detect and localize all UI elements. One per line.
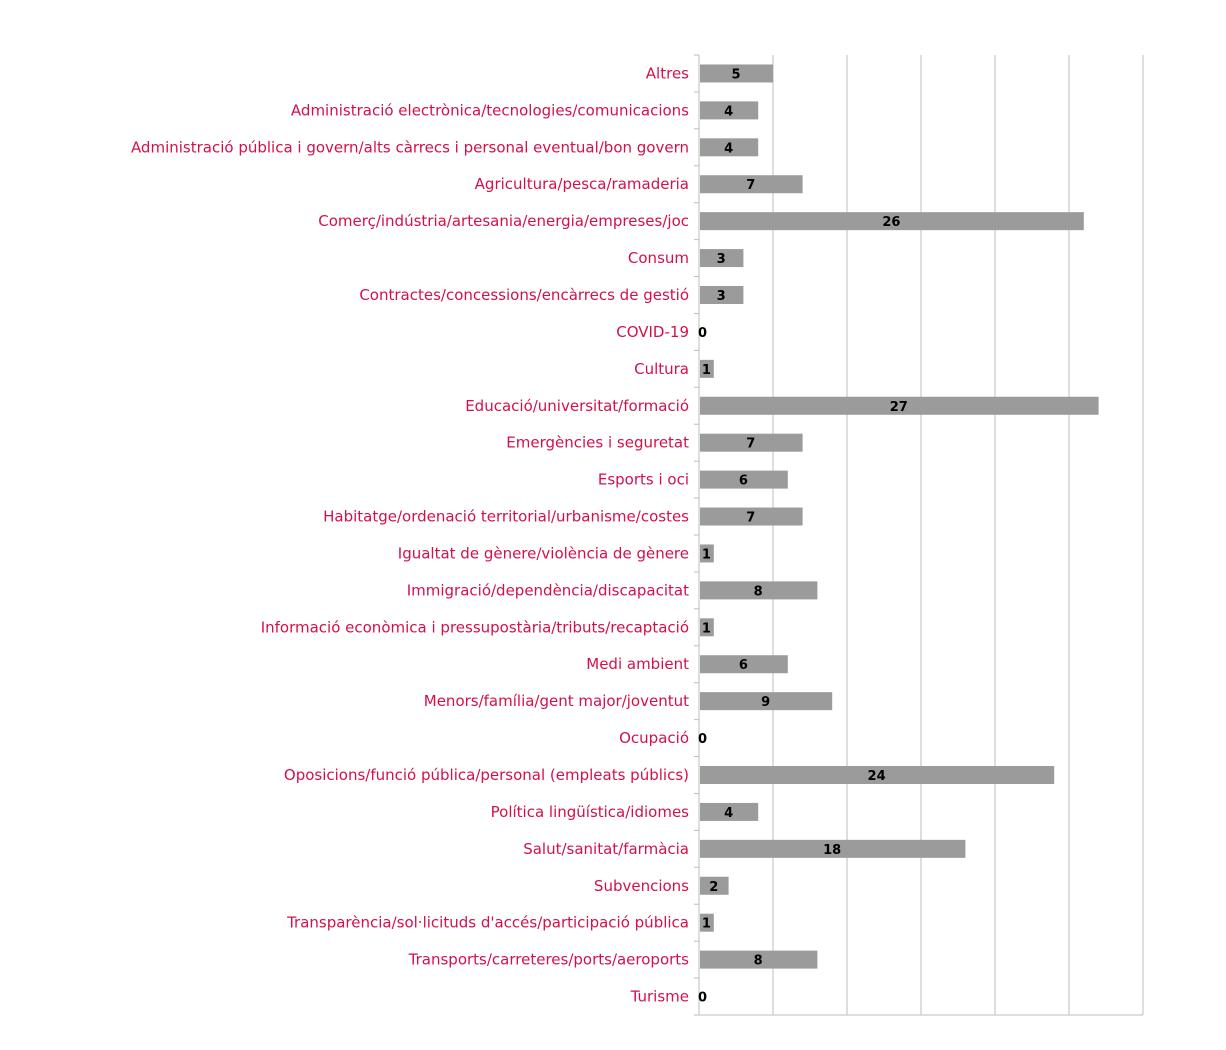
category-label: Menors/família/gent major/joventut	[424, 692, 689, 710]
value-label: 0	[698, 732, 707, 747]
value-label: 3	[717, 252, 726, 267]
bar	[700, 249, 744, 268]
bar	[700, 876, 729, 895]
bar	[700, 655, 788, 674]
category-label: Transports/carreteres/ports/aeroports	[408, 951, 690, 969]
bar	[700, 286, 744, 304]
bar	[700, 396, 1099, 415]
value-label: 4	[724, 806, 733, 821]
category-label: Consum	[628, 249, 689, 267]
value-label: 4	[724, 104, 733, 119]
category-label: Emergències i seguretat	[506, 434, 689, 452]
category-label: Administració pública i govern/alts càrr…	[131, 138, 689, 156]
category-label: Contractes/concessions/encàrrecs de gest…	[359, 286, 689, 304]
category-label: Esports i oci	[598, 471, 689, 489]
axes	[694, 54, 1143, 1016]
value-label: 9	[761, 695, 770, 710]
bar	[700, 470, 788, 489]
category-label: Turisme	[630, 988, 689, 1006]
category-label: Ocupació	[619, 729, 689, 747]
value-label: 7	[746, 511, 755, 526]
category-label: Agricultura/pesca/ramaderia	[475, 175, 689, 193]
category-label: Salut/sanitat/farmàcia	[523, 840, 689, 858]
bar	[700, 138, 759, 157]
category-label: Comerç/indústria/artesania/energia/empre…	[318, 212, 689, 230]
value-label: 8	[754, 584, 763, 599]
bar	[700, 212, 1084, 231]
bar	[700, 766, 1055, 784]
category-label: Oposicions/funció pública/personal (empl…	[284, 766, 689, 784]
category-label: Igualtat de gènere/violència de gènere	[398, 544, 689, 562]
category-label: Informació econòmica i pressupostària/tr…	[261, 618, 689, 636]
value-label: 5	[731, 67, 740, 82]
value-label: 7	[746, 437, 755, 452]
bar	[700, 64, 773, 83]
value-label: 7	[746, 178, 755, 193]
value-label: 1	[702, 547, 711, 562]
value-label: 18	[823, 843, 841, 858]
bar	[700, 913, 714, 932]
bar	[700, 359, 714, 378]
value-label: 0	[698, 326, 707, 341]
category-labels: Altres Administració electrònica/tecnolog…	[131, 64, 689, 1005]
category-label: Política lingüística/idiomes	[491, 803, 690, 821]
category-label: Medi ambient	[586, 655, 689, 673]
bar	[700, 692, 833, 711]
bar	[700, 544, 714, 563]
bar	[700, 618, 714, 637]
bar	[700, 175, 803, 194]
category-label: Subvencions	[594, 877, 689, 895]
category-label: Immigració/dependència/discapacitat	[407, 581, 689, 599]
category-label: Habitatge/ordenació territorial/urbanism…	[323, 508, 689, 526]
category-label: Transparència/sol·licituds d'accés/parti…	[286, 914, 689, 932]
value-label: 8	[754, 954, 763, 969]
value-label: 0	[698, 991, 707, 1006]
value-label: 26	[882, 215, 900, 230]
value-label: 6	[739, 474, 748, 489]
gridlines	[772, 55, 1144, 1015]
value-label: 1	[702, 917, 711, 932]
category-label: COVID-19	[616, 323, 689, 341]
value-label: 4	[724, 141, 733, 156]
value-label: 24	[868, 769, 886, 784]
bars	[700, 64, 1099, 969]
value-label: 6	[739, 658, 748, 673]
value-label: 27	[890, 400, 908, 415]
value-label: 1	[702, 621, 711, 636]
value-label: 3	[717, 289, 726, 304]
value-label: 1	[702, 363, 711, 378]
category-label: Administració electrònica/tecnologies/co…	[291, 101, 689, 119]
bar	[700, 839, 966, 858]
category-label: Educació/universitat/formació	[465, 397, 689, 415]
value-label: 2	[709, 880, 718, 895]
bar	[700, 433, 803, 452]
bar	[700, 802, 759, 821]
bar	[700, 101, 759, 120]
bar	[700, 581, 818, 600]
category-label: Cultura	[634, 360, 689, 378]
bar	[700, 507, 803, 526]
category-label: Altres	[646, 64, 689, 82]
bar	[700, 950, 818, 969]
